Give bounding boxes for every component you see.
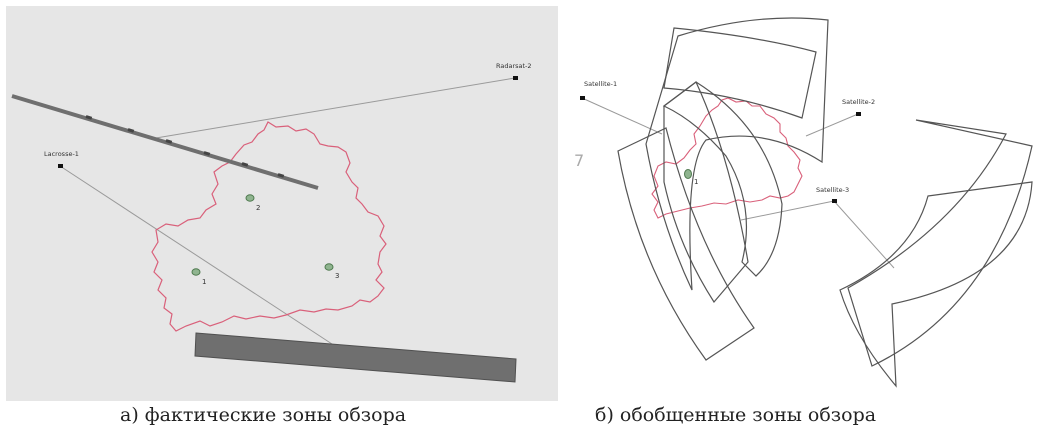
satellite-2-line-of-sight xyxy=(805,113,859,137)
target-3: 3 xyxy=(324,263,339,280)
lacrosse-line-of-sight xyxy=(59,165,333,345)
target-label: 2 xyxy=(256,204,260,212)
satellite-marker-icon xyxy=(513,76,518,80)
satellite-label: Lacrosse-1 xyxy=(44,150,79,158)
target-1: 1 xyxy=(191,268,206,286)
target-label: 1 xyxy=(202,278,206,286)
satellite-label: Satellite-2 xyxy=(842,98,875,106)
view-zone-sector-4 xyxy=(662,81,783,277)
target-1: 1 xyxy=(684,169,698,186)
target-label: 3 xyxy=(335,272,339,280)
country-border xyxy=(151,121,387,332)
swath-strip-bottom xyxy=(194,332,517,383)
view-zone-sector-2 xyxy=(663,27,817,119)
radarsat-line-of-sight xyxy=(155,77,516,139)
stray-mark: 7 xyxy=(574,151,584,170)
satellite-label: Satellite-3 xyxy=(816,186,849,194)
satellite-1-line-of-sight xyxy=(581,97,663,135)
target-2: 2 xyxy=(245,194,260,212)
satellite-label: Radarsat-2 xyxy=(496,62,532,70)
view-zone-sector-3 xyxy=(645,17,829,291)
satellite-2: Satellite-2 xyxy=(842,98,875,116)
country-border xyxy=(651,97,803,219)
target-icon xyxy=(245,194,255,202)
view-zones xyxy=(617,17,1033,388)
view-zone-sector-6 xyxy=(847,119,1033,367)
view-zone-sector-5 xyxy=(663,81,749,304)
satellite-marker-icon xyxy=(580,96,585,100)
view-zone-sector-7 xyxy=(839,181,1033,388)
view-zone-sector-1 xyxy=(617,127,755,361)
satellite-3-line-of-sight xyxy=(740,200,835,221)
caption-actual-zones: а) фактические зоны обзора xyxy=(120,404,407,426)
panel-generalized-zones: Satellite-1 Satellite-2 Satellite-3 1 7 xyxy=(566,6,1036,401)
satellite-3-ray xyxy=(833,200,895,269)
panel-actual-zones: Lacrosse-1 Radarsat-2 1 2 3 xyxy=(6,6,558,401)
satellite-marker-icon xyxy=(856,112,861,116)
actual-zones-map: Lacrosse-1 Radarsat-2 1 2 3 xyxy=(11,62,532,383)
satellite-lacrosse-1: Lacrosse-1 xyxy=(44,150,79,168)
satellite-3: Satellite-3 xyxy=(816,186,849,203)
target-icon xyxy=(191,268,201,276)
caption-generalized-zones: б) обобщенные зоны обзора xyxy=(595,404,877,426)
swath-strip-diagonal xyxy=(11,94,319,190)
generalized-zones-map: Satellite-1 Satellite-2 Satellite-3 1 7 xyxy=(574,17,1033,388)
satellite-radarsat-2: Radarsat-2 xyxy=(496,62,532,80)
satellite-marker-icon xyxy=(58,164,63,168)
target-icon xyxy=(324,263,334,271)
target-label: 1 xyxy=(694,178,698,186)
satellite-label: Satellite-1 xyxy=(584,80,617,88)
target-icon xyxy=(684,169,692,179)
swath-strip-markers xyxy=(85,115,285,178)
satellite-1: Satellite-1 xyxy=(580,80,617,100)
satellite-marker-icon xyxy=(832,199,837,203)
